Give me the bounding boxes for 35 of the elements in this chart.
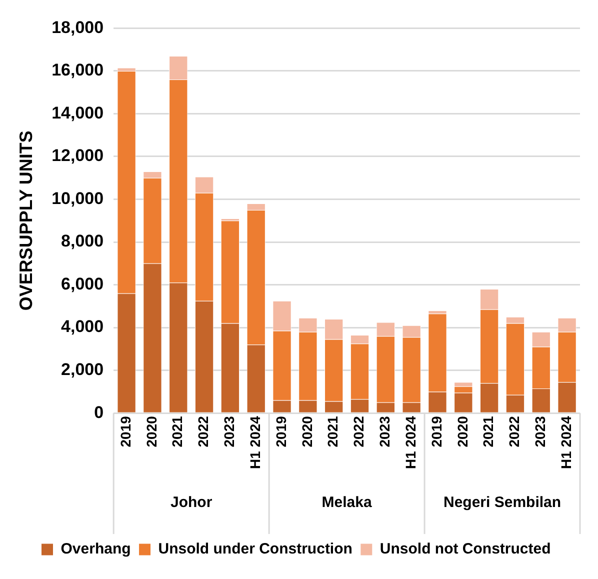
x-tick-label: 2021 [324, 416, 341, 448]
y-tick-label: 12,000 [52, 146, 104, 166]
y-tick-label: 0 [94, 402, 104, 422]
x-tick-label: H1 2024 [246, 416, 263, 470]
x-tick-label: 2020 [454, 416, 470, 448]
x-tick-label: 2022 [506, 416, 522, 448]
y-tick-label: 8,000 [61, 232, 104, 251]
x-tick-label: 2023 [221, 416, 238, 448]
x-tick-label: 2023 [532, 416, 548, 448]
x-tick-label: 2020 [143, 416, 160, 448]
x-tick-label: 2019 [272, 416, 289, 448]
x-tick-label: 2020 [298, 416, 315, 448]
x-tick-label: 2021 [169, 416, 186, 448]
text: Negeri Sembilan [443, 494, 562, 512]
x-tick-label: 2023 [376, 416, 393, 448]
x-tick-label: 2021 [480, 416, 496, 448]
x-tick-label: H1 2024 [558, 416, 574, 470]
legend-label: Unsold under Construction [158, 540, 352, 558]
y-tick-label: 14,000 [52, 103, 104, 122]
y-tick-label: 2,000 [61, 360, 104, 379]
text: Johor [170, 494, 212, 512]
y-axis-title: OVERSUPPLY UNITS [16, 130, 36, 311]
y-tick-label: 16,000 [52, 60, 104, 80]
text: Melaka [322, 494, 372, 512]
legend-label: Overhang [60, 540, 131, 558]
x-tick-label: 2019 [117, 416, 134, 448]
y-tick-label: 18,000 [52, 18, 104, 37]
y-tick-label: 6,000 [61, 274, 104, 294]
y-tick-label: 10,000 [52, 188, 104, 208]
x-tick-label: 2022 [350, 416, 367, 448]
x-tick-label: 2022 [195, 416, 212, 448]
legend-label: Unsold not Constructed [380, 540, 551, 558]
y-tick-label: 4,000 [61, 317, 104, 336]
x-tick-label: 2019 [428, 416, 444, 448]
x-tick-label: H1 2024 [402, 416, 418, 470]
